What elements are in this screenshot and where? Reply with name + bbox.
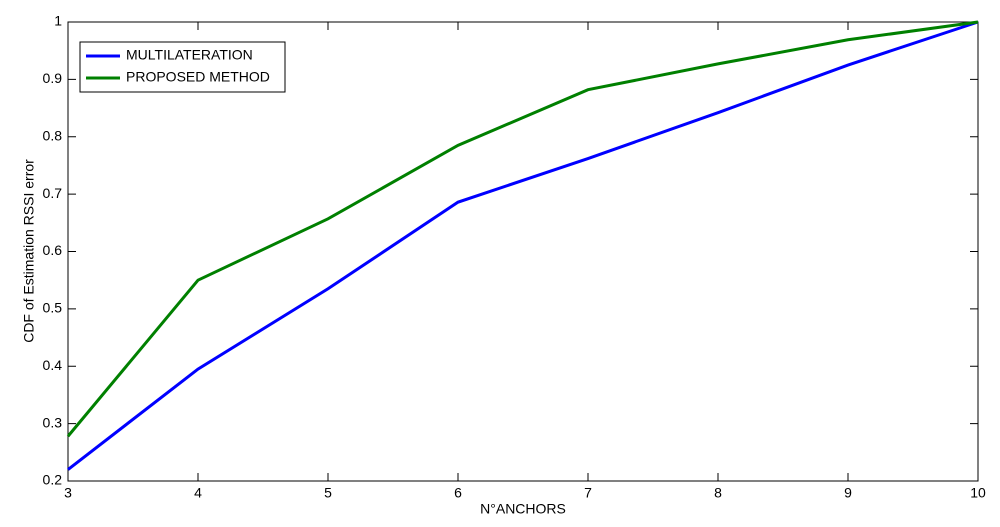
y-axis-label: CDF of Estimation RSSI error xyxy=(21,159,37,343)
series-line xyxy=(67,20,979,471)
x-axis-label: N°ANCHORS xyxy=(480,501,566,517)
x-tick-label: 10 xyxy=(970,485,986,501)
y-tick-label: 0.4 xyxy=(43,357,63,373)
y-tick-label: 0.8 xyxy=(43,127,63,143)
y-tick-label: 0.9 xyxy=(43,70,63,86)
x-tick-label: 7 xyxy=(584,485,592,501)
y-tick-label: 0.6 xyxy=(43,242,63,258)
plot-frame xyxy=(67,21,979,482)
y-tick-label: 0.3 xyxy=(43,414,63,430)
legend-box xyxy=(79,41,286,93)
x-tick-label: 8 xyxy=(714,485,722,501)
series-line xyxy=(66,20,979,438)
x-tick-label: 5 xyxy=(324,485,332,501)
legend-label: MULTILATERATION xyxy=(126,47,253,63)
y-tick-label: 1 xyxy=(54,13,62,29)
x-tick-label: 6 xyxy=(454,485,462,501)
x-tick-label: 4 xyxy=(194,485,202,501)
x-tick-label: 3 xyxy=(64,485,72,501)
y-tick-label: 0.7 xyxy=(43,185,63,201)
legend-label: PROPOSED METHOD xyxy=(126,69,270,85)
y-tick-label: 0.2 xyxy=(43,472,63,488)
y-tick-label: 0.5 xyxy=(43,300,63,316)
x-tick-label: 9 xyxy=(844,485,852,501)
